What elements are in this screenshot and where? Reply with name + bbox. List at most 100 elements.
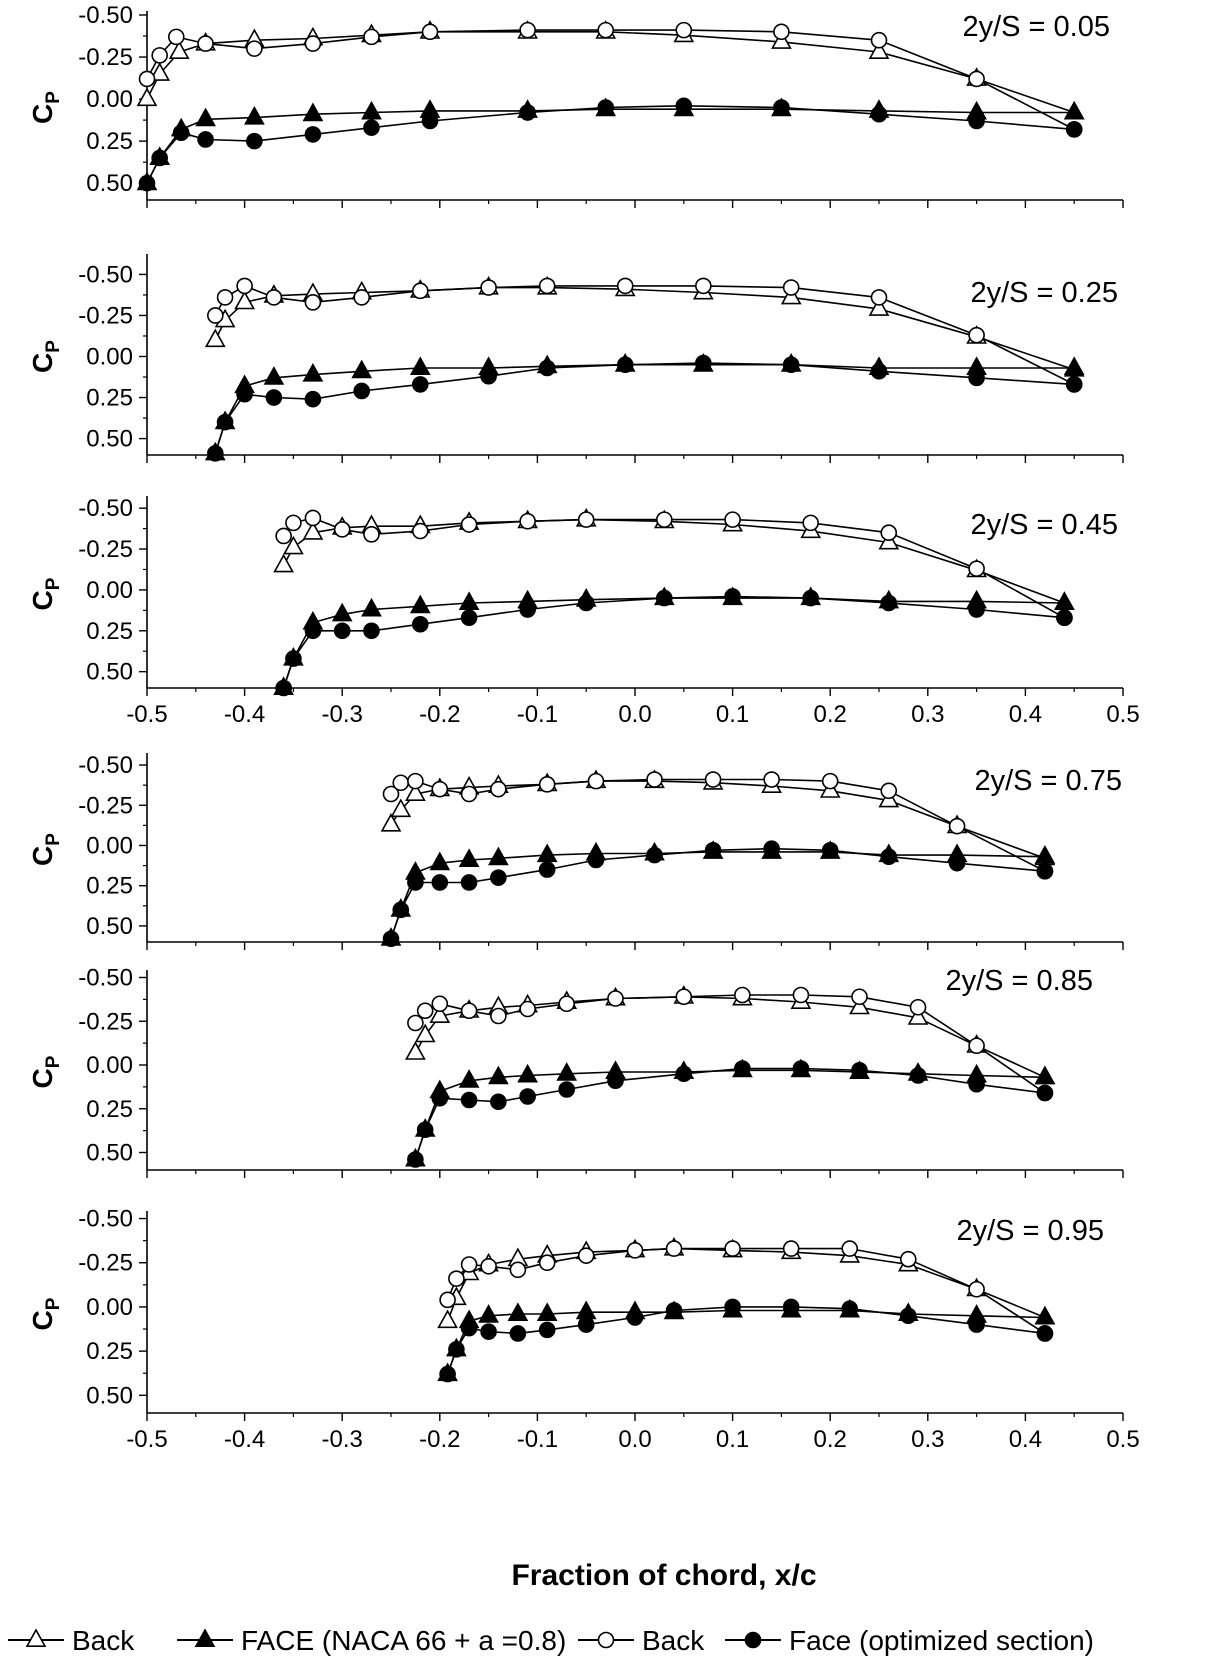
- data-point-filled-circle: [880, 594, 898, 612]
- y-axis-title-subscript: P: [43, 91, 64, 104]
- y-axis-title: CP: [27, 577, 64, 610]
- data-point-open-circle: [870, 31, 888, 49]
- data-point-open-circle: [792, 986, 810, 1004]
- y-tick-label: 0.00: [86, 1294, 133, 1321]
- data-point-open-circle: [675, 988, 693, 1006]
- data-point-open-circle: [411, 282, 429, 300]
- data-point-open-circle: [968, 560, 985, 577]
- data-point-filled-triangle: [1054, 591, 1075, 611]
- data-point-open-circle: [880, 524, 898, 541]
- x-tick-label: -0.2: [419, 1426, 460, 1453]
- data-point-filled-circle: [304, 390, 322, 408]
- data-point-open-circle: [285, 514, 302, 532]
- y-axis-title-main: C: [27, 104, 58, 124]
- data-point-open-circle: [275, 527, 292, 545]
- y-axis-title-subscript: P: [43, 1297, 64, 1310]
- data-point-open-circle: [480, 279, 497, 296]
- data-point-filled-circle: [968, 369, 985, 387]
- data-point-open-circle: [460, 1256, 478, 1273]
- data-point-filled-circle: [1036, 1084, 1054, 1102]
- legend-item-open-circle: Back: [578, 1625, 705, 1656]
- data-point-filled-triangle: [351, 359, 373, 379]
- data-point-open-circle: [460, 516, 478, 533]
- data-point-filled-circle: [490, 1093, 507, 1111]
- y-axis-title-main: C: [27, 846, 58, 866]
- y-axis-title: CP: [27, 833, 64, 866]
- data-point-filled-triangle: [409, 594, 431, 614]
- data-point-filled-circle: [968, 1316, 985, 1333]
- x-tick-label: 0.0: [618, 701, 651, 728]
- data-point-filled-circle: [407, 874, 424, 891]
- data-point-filled-circle: [773, 99, 790, 116]
- series-open-circle: [382, 771, 1054, 880]
- x-tick-label: -0.3: [322, 701, 363, 728]
- data-point-filled-circle: [763, 840, 780, 857]
- legend-marker-open-triangle: [25, 1628, 47, 1647]
- legend-label: FACE (NACA 66 + a =0.8): [241, 1625, 566, 1656]
- data-point-filled-circle: [431, 1089, 449, 1107]
- data-point-filled-circle: [236, 385, 253, 403]
- legend-marker-filled-circle: [744, 1631, 762, 1649]
- data-point-open-circle: [948, 817, 966, 835]
- data-point-open-circle: [870, 289, 888, 306]
- legend-marker-filled-triangle: [194, 1628, 216, 1647]
- data-point-filled-circle: [1036, 1325, 1054, 1342]
- x-tick-label: -0.4: [224, 1426, 265, 1453]
- data-point-open-circle: [382, 785, 400, 803]
- y-tick-label: -0.25: [78, 536, 133, 563]
- data-point-filled-circle: [899, 1307, 917, 1325]
- chart-panel-2: -0.50 -0.25 0.00 0.25 0.50 CP 2y/S = 0.25: [27, 254, 1124, 463]
- data-point-open-circle: [197, 35, 214, 52]
- data-point-filled-circle: [172, 124, 190, 142]
- x-tick-label: 0.0: [618, 1426, 651, 1453]
- y-axis-title-subscript: P: [43, 340, 64, 353]
- series-filled-circle: [207, 354, 1083, 462]
- y-axis-title-main: C: [27, 1068, 58, 1088]
- data-point-open-circle: [353, 289, 371, 306]
- data-point-open-triangle: [907, 1006, 929, 1025]
- data-point-filled-circle: [509, 1325, 527, 1342]
- data-point-open-circle: [151, 47, 168, 64]
- panel-label: 2y/S = 0.25: [970, 277, 1118, 309]
- panel-label: 2y/S = 0.05: [962, 11, 1110, 43]
- y-axis-title-main: C: [27, 1310, 58, 1330]
- series-filled-circle: [275, 588, 1073, 697]
- y-tick-label: 0.50: [86, 426, 133, 453]
- data-point-open-circle: [431, 995, 449, 1013]
- data-point-filled-circle: [197, 131, 214, 148]
- data-point-filled-circle: [724, 588, 741, 605]
- data-point-filled-circle: [392, 901, 410, 919]
- y-tick-label: 0.00: [86, 86, 133, 113]
- data-point-filled-circle: [792, 1060, 810, 1077]
- data-point-filled-circle: [460, 874, 478, 891]
- series-line: [214, 363, 1075, 454]
- data-point-filled-circle: [616, 356, 634, 374]
- data-point-filled-triangle: [488, 1065, 509, 1085]
- data-point-filled-circle: [363, 622, 380, 640]
- y-tick-label: 0.25: [86, 873, 133, 900]
- x-axis-title: Fraction of chord, x/c: [511, 1559, 816, 1592]
- data-point-open-triangle: [390, 798, 412, 818]
- data-point-open-circle: [968, 70, 985, 88]
- data-point-open-circle: [439, 1291, 456, 1309]
- data-point-open-circle: [363, 526, 380, 543]
- series-filled-triangle: [273, 586, 1075, 696]
- data-point-filled-circle: [655, 589, 673, 607]
- data-point-open-triangle: [234, 290, 255, 310]
- data-point-open-circle: [480, 1257, 497, 1275]
- data-point-filled-triangle: [302, 362, 324, 382]
- data-point-open-circle: [665, 1240, 683, 1257]
- y-axis-title-subscript: P: [43, 577, 64, 590]
- data-point-filled-triangle: [195, 107, 216, 127]
- data-point-open-circle: [538, 776, 556, 793]
- series-line: [214, 285, 1075, 386]
- data-point-open-circle: [509, 1261, 527, 1279]
- data-point-filled-triangle: [458, 1069, 480, 1088]
- y-tick-label: -0.50: [78, 261, 133, 288]
- data-point-open-circle: [407, 1014, 424, 1032]
- data-point-filled-circle: [675, 1065, 693, 1083]
- data-point-filled-circle: [460, 609, 478, 627]
- x-tick-label: 0.4: [1009, 701, 1042, 728]
- series-open-circle: [407, 986, 1054, 1102]
- data-point-filled-circle: [538, 359, 556, 377]
